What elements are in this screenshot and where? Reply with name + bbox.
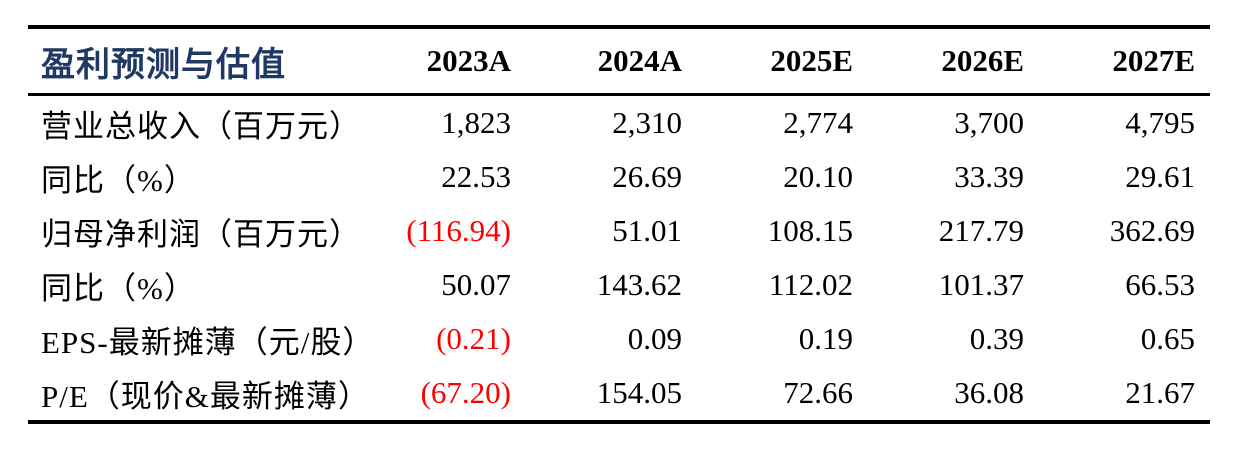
cell-value: 1,823 (441, 105, 511, 140)
row-label: 同比（%） (41, 162, 196, 198)
cell-value: 2,310 (612, 105, 682, 140)
cell-value: (116.94) (406, 213, 511, 248)
cell-value: 36.08 (954, 375, 1024, 410)
cell-value: 66.53 (1125, 267, 1195, 302)
row-label: P/E（现价&最新摊薄） (41, 378, 370, 414)
table-row-net-profit: 归母净利润（百万元） (116.94) 51.01 108.15 217.79 … (28, 204, 1210, 258)
table-title: 盈利预测与估值 (28, 27, 355, 96)
header-row: 盈利预测与估值 2023A 2024A 2025E 2026E 2027E (28, 27, 1210, 96)
cell-value: 51.01 (612, 213, 682, 248)
cell-value: 0.19 (798, 321, 853, 356)
cell-value: 2,774 (783, 105, 853, 140)
cell-value: 108.15 (767, 213, 853, 248)
earnings-forecast-table: 盈利预测与估值 2023A 2024A 2025E 2026E 2027E 营业… (28, 25, 1210, 424)
row-label: 营业总收入（百万元） (41, 108, 361, 144)
table-row-revenue: 营业总收入（百万元） 1,823 2,310 2,774 3,700 4,795 (28, 95, 1210, 151)
cell-value: (0.21) (436, 321, 511, 356)
cell-value: 20.10 (783, 159, 853, 194)
table-row-eps: EPS-最新摊薄（元/股） (0.21) 0.09 0.19 0.39 0.65 (28, 312, 1210, 366)
cell-value: 362.69 (1109, 213, 1195, 248)
cell-value: 143.62 (596, 267, 682, 302)
column-header-2025e: 2025E (697, 27, 868, 96)
row-label: EPS-最新摊薄（元/股） (41, 324, 375, 360)
cell-value: 21.67 (1125, 375, 1195, 410)
cell-value: 22.53 (441, 159, 511, 194)
cell-value: 112.02 (768, 267, 853, 302)
table-row-revenue-yoy: 同比（%） 22.53 26.69 20.10 33.39 29.61 (28, 150, 1210, 204)
cell-value: 0.65 (1140, 321, 1195, 356)
column-header-2026e: 2026E (868, 27, 1039, 96)
table-row-pe: P/E（现价&最新摊薄） (67.20) 154.05 72.66 36.08 … (28, 366, 1210, 422)
cell-value: (67.20) (420, 375, 511, 410)
cell-value: 50.07 (441, 267, 511, 302)
cell-value: 26.69 (612, 159, 682, 194)
cell-value: 4,795 (1125, 105, 1195, 140)
cell-value: 0.39 (969, 321, 1024, 356)
cell-value: 101.37 (938, 267, 1024, 302)
cell-value: 154.05 (596, 375, 682, 410)
column-header-2023a: 2023A (355, 27, 526, 96)
cell-value: 33.39 (954, 159, 1024, 194)
cell-value: 217.79 (938, 213, 1024, 248)
cell-value: 3,700 (954, 105, 1024, 140)
cell-value: 72.66 (783, 375, 853, 410)
cell-value: 29.61 (1125, 159, 1195, 194)
column-header-2024a: 2024A (526, 27, 697, 96)
row-label: 同比（%） (41, 270, 196, 306)
table-row-net-profit-yoy: 同比（%） 50.07 143.62 112.02 101.37 66.53 (28, 258, 1210, 312)
row-label: 归母净利润（百万元） (41, 216, 361, 252)
column-header-2027e: 2027E (1039, 27, 1210, 96)
cell-value: 0.09 (627, 321, 682, 356)
